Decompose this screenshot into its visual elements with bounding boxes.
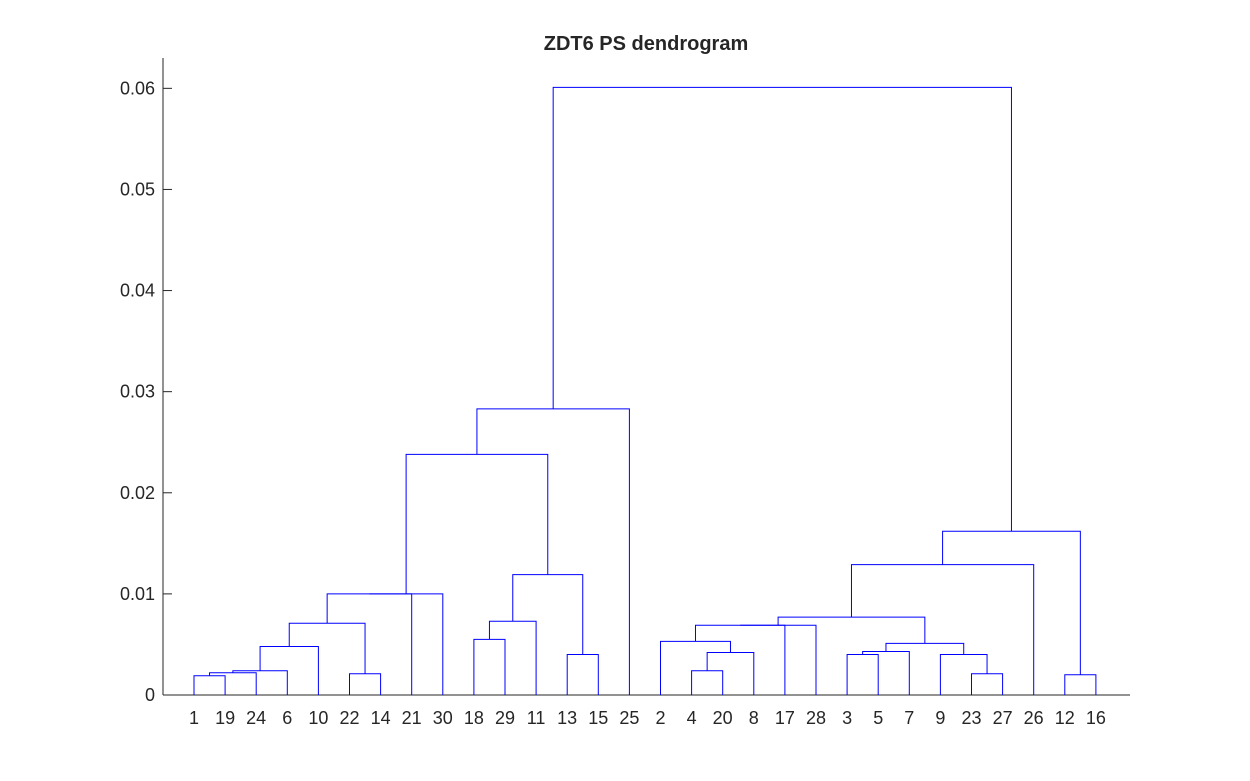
leaf-label: 10 bbox=[308, 708, 328, 728]
dendrogram-link bbox=[1064, 674, 1097, 695]
leaf-label: 26 bbox=[1024, 708, 1044, 728]
leaf-label: 23 bbox=[961, 708, 981, 728]
y-tick-label: 0.04 bbox=[120, 281, 155, 301]
leaf-labels: 1 19 24 6 10 22 14 21 30 18 29 11 13 15 25 2 4 20 8 17 28 3 5 7… bbox=[189, 708, 1106, 728]
dendrogram-link bbox=[405, 453, 549, 594]
y-tick-label: 0.06 bbox=[120, 78, 155, 98]
dendrogram-link bbox=[850, 564, 1035, 695]
dendrogram-link bbox=[488, 620, 537, 695]
dendrogram-link bbox=[288, 622, 366, 674]
dendrogram-link bbox=[476, 408, 630, 695]
dendrogram-link bbox=[209, 672, 257, 695]
axes bbox=[162, 58, 1130, 696]
dendrogram-link bbox=[473, 638, 506, 695]
leaf-label: 14 bbox=[371, 708, 391, 728]
dendrogram-link bbox=[326, 593, 413, 695]
leaf-label: 11 bbox=[527, 708, 546, 728]
dendrogram-link bbox=[566, 654, 599, 695]
leaf-label: 22 bbox=[339, 708, 359, 728]
leaf-label: 30 bbox=[433, 708, 453, 728]
leaf-label: 20 bbox=[713, 708, 733, 728]
leaf-label: 6 bbox=[282, 708, 292, 728]
leaf-label: 24 bbox=[246, 708, 266, 728]
leaf-label: 7 bbox=[904, 708, 914, 728]
leaf-label: 9 bbox=[935, 708, 945, 728]
dendrogram-link bbox=[740, 624, 817, 695]
dendrogram-link bbox=[862, 651, 910, 695]
leaf-label: 16 bbox=[1086, 708, 1106, 728]
leaf-label: 21 bbox=[402, 708, 422, 728]
leaf-label: 4 bbox=[687, 708, 697, 728]
dendrogram-link bbox=[369, 593, 444, 695]
leaf-label: 15 bbox=[588, 708, 608, 728]
y-tick-label: 0.02 bbox=[120, 483, 155, 503]
y-tick-label: 0 bbox=[145, 685, 155, 705]
dendrogram-link bbox=[193, 675, 226, 695]
dendrogram-link bbox=[885, 642, 965, 655]
leaf-label: 8 bbox=[749, 708, 759, 728]
dendrogram-link bbox=[846, 654, 879, 695]
dendrogram-link bbox=[349, 673, 382, 695]
leaf-label: 18 bbox=[464, 708, 484, 728]
leaf-label: 13 bbox=[557, 708, 577, 728]
leaf-label: 27 bbox=[993, 708, 1013, 728]
dendrogram-link bbox=[939, 654, 988, 695]
y-tick-label: 0.03 bbox=[120, 382, 155, 402]
dendrogram-link bbox=[232, 670, 288, 695]
dendrogram-link bbox=[971, 673, 1004, 695]
leaf-label: 5 bbox=[873, 708, 883, 728]
dendrogram-links bbox=[193, 86, 1097, 695]
leaf-label: 29 bbox=[495, 708, 515, 728]
dendrogram-link bbox=[691, 670, 724, 695]
leaf-label: 25 bbox=[619, 708, 639, 728]
y-ticks: 0 0.01 0.02 0.03 0.04 0.05 0.06 bbox=[120, 78, 172, 705]
dendrogram-link bbox=[512, 574, 584, 655]
dendrogram-link bbox=[552, 86, 1012, 532]
leaf-label: 19 bbox=[215, 708, 235, 728]
leaf-label: 2 bbox=[655, 708, 665, 728]
dendrogram-link bbox=[706, 652, 755, 695]
y-tick-label: 0.01 bbox=[120, 584, 155, 604]
chart-title: ZDT6 PS dendrogram bbox=[544, 33, 748, 55]
dendrogram-link bbox=[694, 624, 786, 695]
leaf-label: 17 bbox=[775, 708, 795, 728]
leaf-label: 3 bbox=[842, 708, 852, 728]
leaf-label: 28 bbox=[806, 708, 826, 728]
dendrogram-link bbox=[660, 640, 731, 695]
leaf-label: 12 bbox=[1055, 708, 1075, 728]
leaf-label: 1 bbox=[189, 708, 199, 728]
dendrogram-link bbox=[259, 645, 319, 695]
dendrogram-link bbox=[777, 616, 926, 644]
y-tick-label: 0.05 bbox=[120, 179, 155, 199]
